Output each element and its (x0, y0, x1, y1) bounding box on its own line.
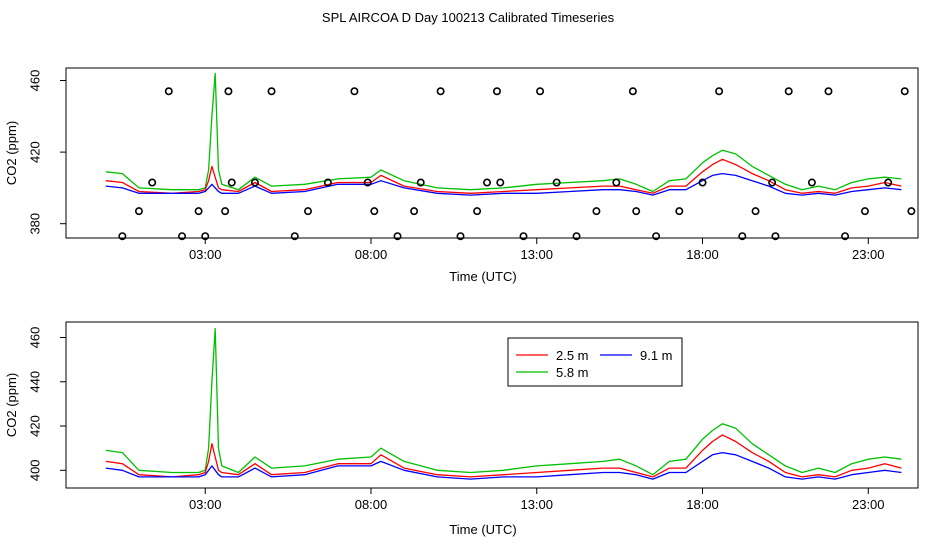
data-point-0-22 (456, 232, 465, 241)
data-point-0-9 (227, 178, 236, 187)
legend-label-5-8m: 5.8 m (556, 365, 589, 380)
data-point-0-5 (194, 207, 203, 216)
data-point-0-8 (224, 87, 233, 96)
data-point-0-47 (860, 207, 869, 216)
x-tick-label-0-4: 23:00 (852, 247, 885, 262)
legend: 2.5 m 9.1 m 5.8 m (507, 337, 683, 387)
data-point-0-26 (496, 178, 505, 187)
series-line-2-5-m-1 (105, 434, 902, 478)
data-point-0-3 (164, 87, 173, 96)
data-point-0-45 (824, 87, 833, 96)
data-point-0-43 (784, 87, 793, 96)
data-point-0-35 (652, 232, 661, 241)
data-point-0-29 (552, 178, 561, 187)
top-plot-frame (65, 67, 919, 239)
x-tick-label-0-1: 08:00 (355, 247, 388, 262)
data-point-0-1 (134, 207, 143, 216)
data-point-0-16 (363, 178, 372, 187)
data-point-0-37 (698, 178, 707, 187)
series-line-9-1-m-1 (105, 451, 902, 480)
x-tick-label-1-4: 23:00 (852, 497, 885, 512)
data-point-0-40 (751, 207, 760, 216)
x-tick-label-0-0: 03:00 (189, 247, 222, 262)
data-point-0-19 (410, 207, 419, 216)
top-xlabel: Time (UTC) (449, 269, 516, 284)
x-tick-label-1-0: 03:00 (189, 497, 222, 512)
legend-label-9-1m: 9.1 m (640, 348, 673, 363)
y-tick-label-0-2: 460 (27, 70, 42, 92)
data-point-0-11 (267, 87, 276, 96)
data-point-0-46 (841, 232, 850, 241)
data-point-0-25 (492, 87, 501, 96)
x-tick-label-0-2: 13:00 (520, 247, 553, 262)
bottom-series (105, 327, 902, 480)
top-ylabel: CO2 (ppm) (4, 121, 19, 185)
data-point-0-31 (592, 207, 601, 216)
data-point-0-49 (900, 87, 909, 96)
data-point-0-39 (738, 232, 747, 241)
top-points (118, 87, 916, 241)
page-title: SPL AIRCOA D Day 100213 Calibrated Times… (322, 10, 615, 25)
y-tick-label-1-0: 400 (27, 459, 42, 481)
x-tick-label-1-1: 08:00 (355, 497, 388, 512)
data-point-0-6 (201, 232, 210, 241)
data-point-0-27 (519, 232, 528, 241)
legend-label-2-5m: 2.5 m (556, 348, 589, 363)
data-point-0-24 (483, 178, 492, 187)
data-point-0-32 (612, 178, 621, 187)
data-point-0-41 (768, 178, 777, 187)
data-point-0-10 (250, 178, 259, 187)
data-point-0-0 (118, 232, 127, 241)
data-point-0-20 (416, 178, 425, 187)
bottom-xlabel: Time (UTC) (449, 522, 516, 537)
x-tick-label-0-3: 18:00 (686, 247, 719, 262)
data-point-0-7 (221, 207, 230, 216)
bottom-ylabel: CO2 (ppm) (4, 373, 19, 437)
y-tick-label-0-0: 380 (27, 213, 42, 235)
data-point-0-34 (632, 207, 641, 216)
data-point-0-48 (884, 178, 893, 187)
y-tick-label-0-1: 420 (27, 141, 42, 163)
top-series (105, 72, 902, 196)
data-point-0-17 (370, 207, 379, 216)
data-point-0-33 (628, 87, 637, 96)
y-tick-label-1-2: 440 (27, 371, 42, 393)
top-panel: 03:00 08:00 13:00 18:00 23:00 380 420 460 Time … (4, 67, 919, 284)
bottom-axes: 03:00 08:00 13:00 18:00 23:00 400 420 440 460 (27, 327, 884, 512)
data-point-0-36 (675, 207, 684, 216)
data-point-0-44 (807, 178, 816, 187)
data-point-0-12 (290, 232, 299, 241)
data-point-0-18 (393, 232, 402, 241)
data-point-0-15 (350, 87, 359, 96)
data-point-0-28 (536, 87, 545, 96)
x-tick-label-1-2: 13:00 (520, 497, 553, 512)
data-point-0-50 (907, 207, 916, 216)
data-point-0-23 (473, 207, 482, 216)
series-line-5-8-m-1 (105, 327, 902, 476)
x-tick-label-1-3: 18:00 (686, 497, 719, 512)
series-line-5-8-m-0 (105, 72, 902, 193)
data-point-0-38 (715, 87, 724, 96)
legend-box (507, 337, 683, 387)
series-line-9-1-m-0 (105, 172, 902, 196)
y-tick-label-1-1: 420 (27, 415, 42, 437)
y-tick-label-1-3: 460 (27, 327, 42, 349)
data-point-0-2 (148, 178, 157, 187)
data-point-0-4 (178, 232, 187, 241)
bottom-plot-frame (65, 321, 919, 489)
series-line-2-5-m-0 (105, 158, 902, 194)
data-point-0-14 (323, 178, 332, 187)
data-point-0-21 (436, 87, 445, 96)
top-axes: 03:00 08:00 13:00 18:00 23:00 380 420 460 (27, 70, 884, 262)
data-point-0-13 (304, 207, 313, 216)
bottom-panel: 03:00 08:00 13:00 18:00 23:00 400 420 440 460 Ti… (4, 321, 919, 537)
data-point-0-42 (771, 232, 780, 241)
data-point-0-30 (572, 232, 581, 241)
